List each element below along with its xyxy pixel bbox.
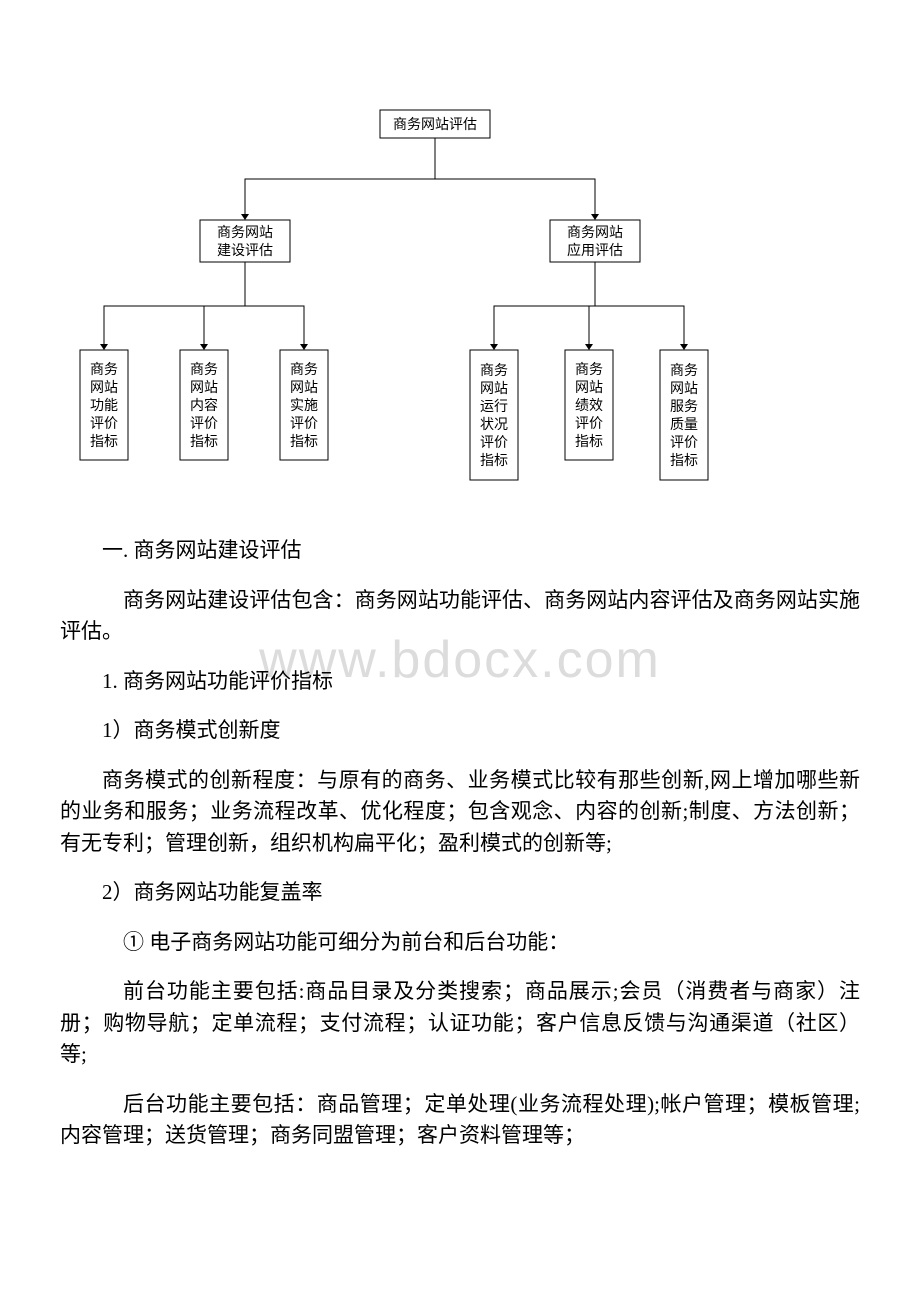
svg-text:网站: 网站 — [480, 381, 508, 397]
svg-text:评价: 评价 — [90, 416, 118, 432]
svg-text:应用评估: 应用评估 — [567, 242, 623, 259]
svg-text:商务: 商务 — [670, 363, 698, 379]
svg-text:服务: 服务 — [670, 399, 698, 415]
svg-text:商务网站评估: 商务网站评估 — [393, 117, 477, 133]
svg-text:功能: 功能 — [90, 398, 118, 414]
tree-diagram: 商务网站评估商务网站建设评估商务网站应用评估商务网站功能评价指标商务网站内容评价… — [60, 100, 760, 500]
section-heading-1: 一. 商务网站建设评估 — [60, 535, 860, 567]
svg-text:实施: 实施 — [290, 398, 318, 414]
svg-text:指标: 指标 — [90, 434, 118, 450]
heading-1: 1. 商务网站功能评价指标 — [60, 666, 860, 698]
heading-1-1: 1）商务模式创新度 — [60, 715, 860, 747]
paragraph-1-2c: 后台功能主要包括：商品管理；定单处理(业务流程处理);帐户管理；模板管理;内容管… — [60, 1089, 860, 1152]
svg-text:指标: 指标 — [575, 434, 603, 450]
paragraph-intro: 商务网站建设评估包含：商务网站功能评估、商务网站内容评估及商务网站实施评估。 — [60, 585, 860, 648]
svg-text:评价: 评价 — [190, 416, 218, 432]
svg-text:评价: 评价 — [670, 435, 698, 451]
svg-text:指标: 指标 — [190, 434, 218, 450]
svg-text:网站: 网站 — [290, 380, 318, 396]
svg-text:评价: 评价 — [575, 416, 603, 432]
svg-text:商务网站: 商务网站 — [567, 225, 623, 241]
svg-text:绩效: 绩效 — [575, 398, 603, 414]
svg-text:网站: 网站 — [575, 380, 603, 396]
svg-text:建设评估: 建设评估 — [217, 243, 273, 259]
svg-text:网站: 网站 — [90, 380, 118, 396]
svg-text:网站: 网站 — [190, 380, 218, 396]
svg-text:商务网站: 商务网站 — [217, 225, 273, 241]
svg-text:商务: 商务 — [575, 362, 603, 378]
svg-text:质量: 质量 — [670, 417, 698, 433]
svg-text:运行: 运行 — [480, 399, 508, 415]
svg-text:网站: 网站 — [670, 381, 698, 397]
heading-1-2: 2）商务网站功能复盖率 — [60, 877, 860, 909]
svg-text:内容: 内容 — [190, 397, 218, 414]
svg-text:评价: 评价 — [290, 416, 318, 432]
svg-text:指标: 指标 — [670, 453, 698, 469]
svg-text:指标: 指标 — [290, 434, 318, 450]
svg-text:商务: 商务 — [90, 362, 118, 378]
svg-text:商务: 商务 — [290, 362, 318, 378]
svg-text:商务: 商务 — [190, 362, 218, 378]
paragraph-1-1: 商务模式的创新程度：与原有的商务、业务模式比较有那些创新,网上增加哪些新的业务和… — [60, 765, 860, 860]
svg-text:商务: 商务 — [480, 363, 508, 379]
svg-text:指标: 指标 — [480, 453, 508, 469]
diagram-container: 商务网站评估商务网站建设评估商务网站应用评估商务网站功能评价指标商务网站内容评价… — [60, 0, 860, 505]
document-body: 一. 商务网站建设评估 商务网站建设评估包含：商务网站功能评估、商务网站内容评估… — [60, 535, 860, 1152]
svg-text:评价: 评价 — [480, 435, 508, 451]
svg-text:状况: 状况 — [480, 417, 508, 433]
paragraph-1-2a: ① 电子商务网站功能可细分为前台和后台功能： — [60, 927, 860, 959]
paragraph-1-2b: 前台功能主要包括:商品目录及分类搜索；商品展示;会员（消费者与商家）注册；购物导… — [60, 976, 860, 1071]
